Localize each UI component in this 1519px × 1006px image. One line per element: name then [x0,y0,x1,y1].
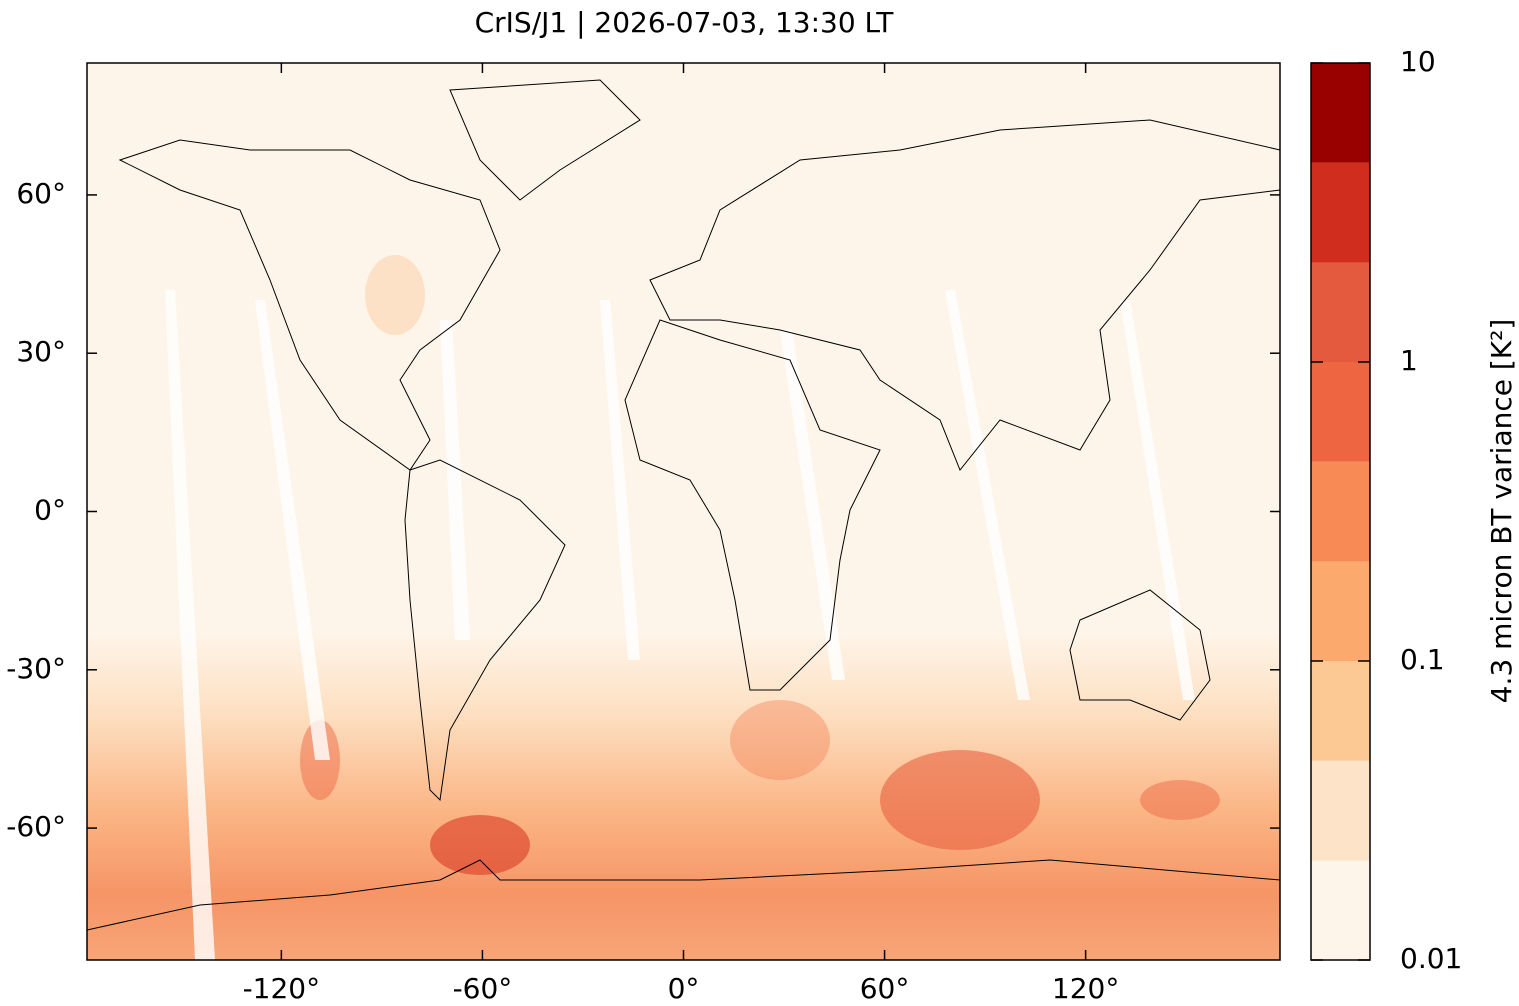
field [87,63,1280,960]
colorbar-frame [1310,62,1371,961]
colorbar-band [1311,860,1370,960]
x-tick-label: 60° [860,972,910,1002]
x-tick-label: 120° [1052,972,1119,1002]
colorbar-band [1311,760,1370,861]
colorbar-band [1311,162,1370,263]
y-tick-label: -60° [6,810,66,843]
chart-title: CrIS/J1 | 2026-07-03, 13:30 LT [475,6,895,39]
colorbar-tick-label: 0.01 [1400,942,1462,975]
colorbar-band [1311,561,1370,661]
colorbar-band [1311,461,1370,562]
colorbar-band [1311,262,1370,362]
y-tick-label: 0° [34,494,66,527]
y-tick-label: 60° [16,177,66,210]
colorbar-band [1311,362,1370,462]
y-tick-label: 30° [16,335,66,368]
y-tick-label: -30° [6,652,66,685]
colorbar-label: 4.3 micron BT variance [K²] [1485,319,1518,704]
x-tick-label: -60° [453,972,513,1002]
x-tick-label: 0° [668,972,700,1002]
colorbar-band [1311,661,1370,761]
colorbar-tick-label: 10 [1400,45,1436,78]
colorbar-tick-label: 1 [1400,344,1418,377]
coastlines [86,79,1281,931]
colorbar-band [1311,63,1370,163]
colorbar-tick-label: 0.1 [1400,643,1445,676]
x-tick-label: -120° [243,972,321,1002]
